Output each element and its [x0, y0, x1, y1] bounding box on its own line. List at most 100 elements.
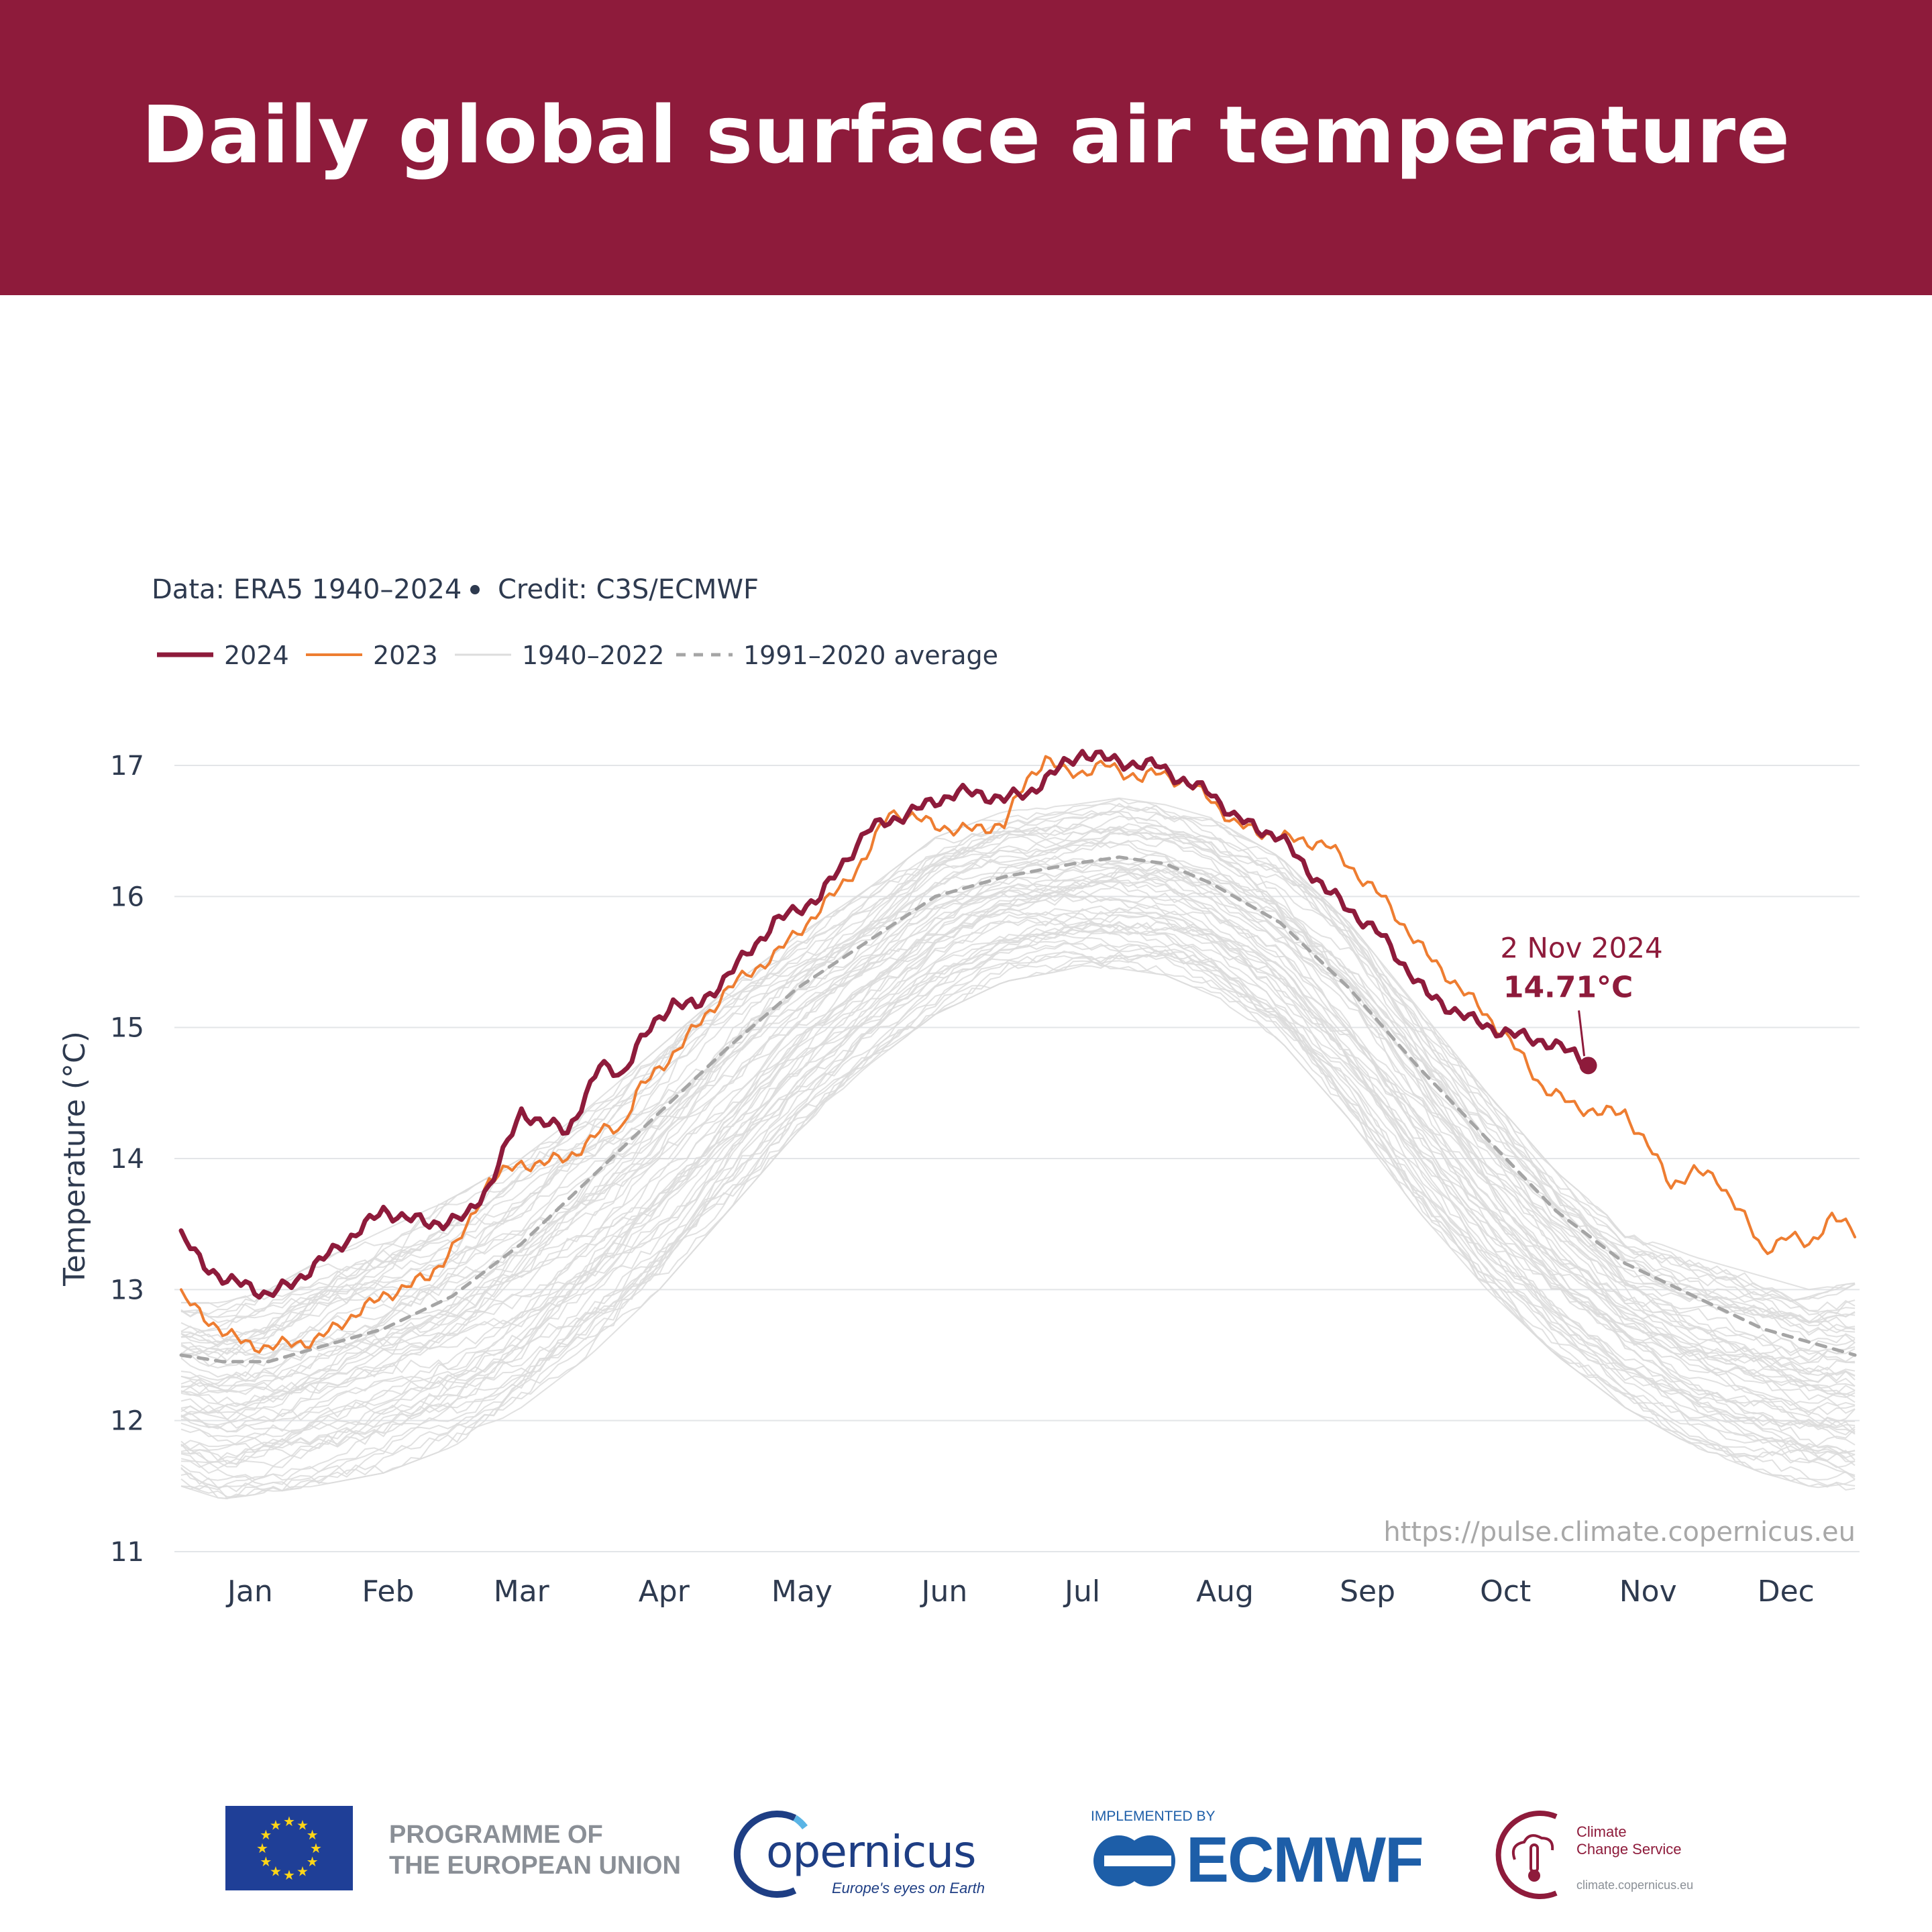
page-title: Daily global surface air temperature [141, 89, 1791, 181]
x-tick-oct: Oct [1480, 1574, 1531, 1609]
x-tick-nov: Nov [1619, 1574, 1677, 1609]
historical-line-1985 [180, 833, 1856, 1344]
copernicus-arc-icon [733, 1811, 808, 1898]
eu-star-icon: ★ [256, 1840, 268, 1856]
legend-label-0: 2024 [224, 641, 289, 670]
historical-line-1947 [180, 949, 1856, 1486]
y-axis-label: Temperature (°C) [58, 1031, 92, 1287]
historical-line-1944 [180, 954, 1856, 1499]
eu-star-icon: ★ [297, 1864, 309, 1880]
historical-line-1974 [180, 873, 1856, 1395]
historical-line-1956 [180, 907, 1856, 1468]
annotation-marker [1579, 1057, 1597, 1075]
historical-line-1953 [180, 938, 1856, 1457]
historical-line-1998 [181, 810, 1856, 1304]
series-line-2024 [178, 749, 1591, 1300]
historical-line-1990 [180, 826, 1856, 1333]
x-tick-dec: Dec [1758, 1574, 1815, 1609]
eu-star-icon: ★ [270, 1864, 282, 1880]
source-note: Data: ERA5 1940–2024 [152, 574, 462, 605]
historical-line-1951 [180, 928, 1856, 1454]
eu-star-icon: ★ [260, 1827, 272, 1843]
historical-line-1948 [180, 925, 1856, 1489]
legend-label-2: 1940–2022 [522, 641, 664, 670]
historical-line-1968 [180, 892, 1856, 1407]
header-banner: Daily global surface air temperature [0, 0, 1932, 295]
historical-line-1986 [180, 823, 1856, 1355]
x-tick-may: May [771, 1574, 833, 1609]
historical-line-1975 [180, 863, 1856, 1395]
copernicus-logo: opernicus Europe's eyes on Earth [731, 1805, 986, 1905]
series-line-2023 [180, 755, 1857, 1354]
legend-label-1: 2023 [373, 641, 438, 670]
y-tick-16: 16 [110, 881, 144, 912]
historical-line-1976 [180, 869, 1856, 1387]
x-tick-jan: Jan [225, 1574, 273, 1609]
x-tick-aug: Aug [1196, 1574, 1254, 1609]
annotation-leader [1578, 1010, 1586, 1057]
annotation-date: 2 Nov 2024 [1500, 931, 1662, 964]
eu-star-icon: ★ [283, 1867, 295, 1883]
footer-logos: ★ ★ ★ ★ ★ ★ ★ ★ ★ ★ ★ ★ PROGRAMME OF THE EUROPEAN U… [0, 1784, 1932, 1919]
separator-dot [470, 585, 480, 594]
x-tick-sep: Sep [1340, 1574, 1395, 1609]
y-tick-17: 17 [110, 751, 144, 782]
y-tick-14: 14 [110, 1144, 144, 1175]
historical-line-1958 [180, 908, 1856, 1451]
eu-star-icon: ★ [260, 1854, 272, 1870]
eu-star-icon: ★ [310, 1840, 322, 1856]
eu-star-icon: ★ [307, 1854, 319, 1870]
c3s-url: climate.copernicus.eu [1576, 1878, 1694, 1892]
source-url: https://pulse.climate.copernicus.eu [1383, 1517, 1856, 1548]
historical-line-1981 [180, 855, 1856, 1364]
historical-line-1999 [180, 797, 1856, 1318]
x-tick-jun: Jun [920, 1574, 968, 1609]
eu-star-icon: ★ [297, 1817, 309, 1833]
eu-programme-text: PROGRAMME OF THE EUROPEAN UNION [389, 1821, 681, 1880]
x-tick-feb: Feb [362, 1574, 415, 1609]
x-tick-mar: Mar [494, 1574, 550, 1609]
y-tick-13: 13 [110, 1275, 144, 1305]
x-tick-jul: Jul [1063, 1574, 1100, 1609]
historical-line-1996 [180, 798, 1856, 1334]
temperature-chart: Data: ERA5 1940–2024 Credit: C3S/ECMWF 20… [58, 574, 1860, 1609]
historical-line-1984 [180, 826, 1856, 1368]
historical-line-1959 [180, 918, 1856, 1434]
credit-note: Credit: C3S/ECMWF [498, 574, 759, 605]
historical-line-1971 [180, 867, 1856, 1396]
historical-line-1965 [180, 881, 1856, 1433]
historical-line-1961 [180, 911, 1856, 1428]
historical-line-1992 [180, 804, 1856, 1346]
series-line-1991-2020-average [179, 855, 1857, 1364]
c3s-logo: Climate Change Service climate.copernicu… [1489, 1805, 1771, 1905]
annotation-value: 14.71°C [1503, 970, 1633, 1004]
implemented-by-label: IMPLEMENTED BY [1091, 1809, 1216, 1824]
historical-line-1950 [180, 924, 1856, 1470]
thermometer-cloud-icon [1495, 1811, 1558, 1899]
y-tick-15: 15 [110, 1013, 144, 1044]
eu-flag-icon: ★ ★ ★ ★ ★ ★ ★ ★ ★ ★ ★ ★ [225, 1806, 353, 1890]
historical-line-1945 [180, 949, 1856, 1493]
historical-line-1966 [180, 890, 1856, 1414]
eu-star-icon: ★ [270, 1817, 282, 1833]
historical-line-1982 [180, 852, 1856, 1364]
historical-line-1957 [180, 914, 1856, 1446]
historical-line-1988 [180, 823, 1856, 1360]
eu-star-icon: ★ [283, 1813, 295, 1829]
historical-line-1942 [180, 954, 1856, 1499]
eu-star-icon: ★ [307, 1827, 319, 1843]
c3s-name: Climate Change Service [1576, 1823, 1682, 1858]
historical-line-1987 [180, 824, 1856, 1346]
ecmwf-wordmark: ECMWF [1186, 1824, 1424, 1896]
historical-line-1946 [180, 942, 1856, 1481]
y-tick-12: 12 [110, 1406, 144, 1437]
x-tick-apr: Apr [639, 1574, 690, 1609]
historical-line-1995 [180, 810, 1856, 1324]
historical-line-1949 [180, 928, 1856, 1468]
copernicus-tagline: Europe's eyes on Earth [832, 1880, 985, 1896]
y-tick-11: 11 [110, 1537, 144, 1568]
copernicus-wordmark: opernicus [766, 1826, 977, 1878]
legend-label-3: 1991–2020 average [743, 641, 998, 670]
historical-line-1973 [180, 876, 1856, 1393]
ecmwf-mark-icon [1093, 1835, 1175, 1886]
